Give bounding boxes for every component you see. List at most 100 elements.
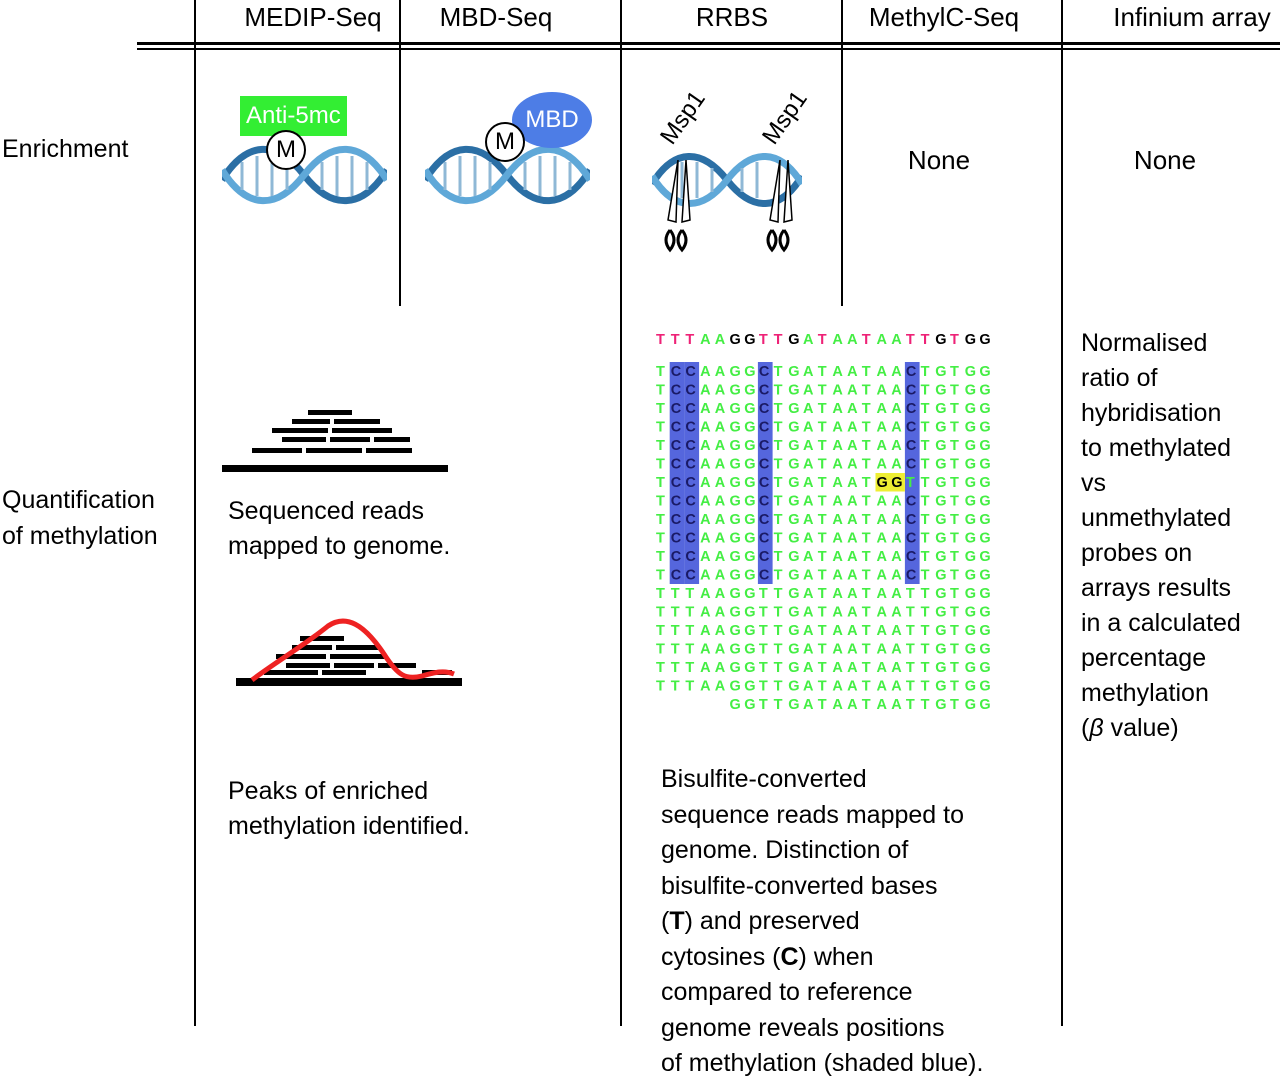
base: A	[847, 383, 858, 399]
base: G	[788, 531, 799, 547]
base: A	[715, 660, 726, 676]
base: G	[788, 512, 799, 528]
base: A	[715, 420, 726, 436]
base: A	[803, 401, 814, 417]
base: A	[803, 679, 814, 695]
infinium-enrichment-value: None	[1133, 145, 1197, 175]
infinium-caption-line: hybridisation	[1081, 399, 1222, 427]
base: T	[818, 401, 827, 417]
base: G	[965, 401, 976, 417]
alignment-svg: T T T A A G G T T G A T A A T A A T T G T G GT C C A A G G C T G A T A A T A A…	[656, 332, 991, 713]
base: G	[979, 549, 990, 565]
base: G	[788, 438, 799, 454]
base: G	[979, 660, 990, 676]
base: C	[759, 549, 770, 565]
base: G	[744, 679, 755, 695]
base: T	[921, 494, 930, 510]
base: A	[832, 494, 843, 510]
base: C	[685, 401, 696, 417]
base: A	[877, 494, 888, 510]
column-header-methylc: MethylC-Seq	[868, 2, 1020, 32]
base: G	[979, 457, 990, 473]
base: A	[877, 457, 888, 473]
base: A	[847, 401, 858, 417]
base: A	[847, 420, 858, 436]
base: A	[700, 568, 711, 584]
base: T	[950, 642, 959, 658]
base: G	[744, 605, 755, 621]
reads-caption-line: Sequenced reads	[228, 497, 424, 525]
scissors-icon	[758, 159, 808, 275]
base: T	[818, 697, 827, 713]
base: A	[803, 549, 814, 565]
base: G	[744, 332, 755, 348]
base: A	[700, 457, 711, 473]
base: G	[730, 420, 741, 436]
base: T	[921, 332, 930, 348]
base: T	[774, 475, 783, 491]
beta-symbol: β	[1089, 714, 1104, 742]
base: A	[700, 438, 711, 454]
base: T	[906, 642, 915, 658]
base: C	[906, 383, 917, 399]
rrbs-caption-line: compared to reference	[661, 978, 913, 1006]
infinium-caption-line: unmethylated	[1081, 504, 1232, 532]
base: T	[906, 475, 915, 491]
base: G	[979, 383, 990, 399]
base: A	[877, 660, 888, 676]
base: G	[730, 332, 741, 348]
base: C	[685, 438, 696, 454]
base: A	[847, 438, 858, 454]
base: G	[730, 679, 741, 695]
base: A	[877, 642, 888, 658]
base: C	[906, 457, 917, 473]
base: A	[891, 642, 902, 658]
base: G	[979, 679, 990, 695]
base: A	[803, 420, 814, 436]
base: C	[906, 512, 917, 528]
base: G	[935, 364, 946, 380]
base: T	[921, 364, 930, 380]
base: T	[862, 512, 871, 528]
base: T	[921, 679, 930, 695]
base: A	[891, 586, 902, 602]
base: A	[803, 332, 814, 348]
base: A	[877, 623, 888, 639]
base: A	[847, 586, 858, 602]
base: G	[965, 642, 976, 658]
base: A	[877, 332, 888, 348]
base: A	[700, 531, 711, 547]
base: T	[862, 660, 871, 676]
base: A	[803, 605, 814, 621]
base: T	[774, 364, 783, 380]
rrbs-caption-line: (T) and preserved	[661, 904, 983, 940]
infinium-caption: Normalised ratio of hybridisation to met…	[1081, 326, 1241, 746]
base: A	[847, 605, 858, 621]
base: G	[965, 420, 976, 436]
base: T	[921, 605, 930, 621]
base: G	[788, 697, 799, 713]
base: T	[906, 660, 915, 676]
base: C	[685, 568, 696, 584]
caption-text: cytosines (	[661, 942, 781, 971]
infinium-caption-line: to methylated	[1081, 434, 1232, 462]
base: T	[656, 475, 665, 491]
base: A	[832, 642, 843, 658]
base: A	[847, 642, 858, 658]
base: G	[744, 642, 755, 658]
base: G	[730, 605, 741, 621]
methylated-column-shade	[684, 362, 700, 584]
base: G	[730, 383, 741, 399]
enzyme-label: Msp1	[757, 85, 813, 150]
base: G	[730, 586, 741, 602]
base: C	[671, 364, 682, 380]
infinium-caption-line: arrays results	[1081, 574, 1232, 602]
base: G	[979, 568, 990, 584]
base: T	[862, 623, 871, 639]
base: T	[818, 531, 827, 547]
